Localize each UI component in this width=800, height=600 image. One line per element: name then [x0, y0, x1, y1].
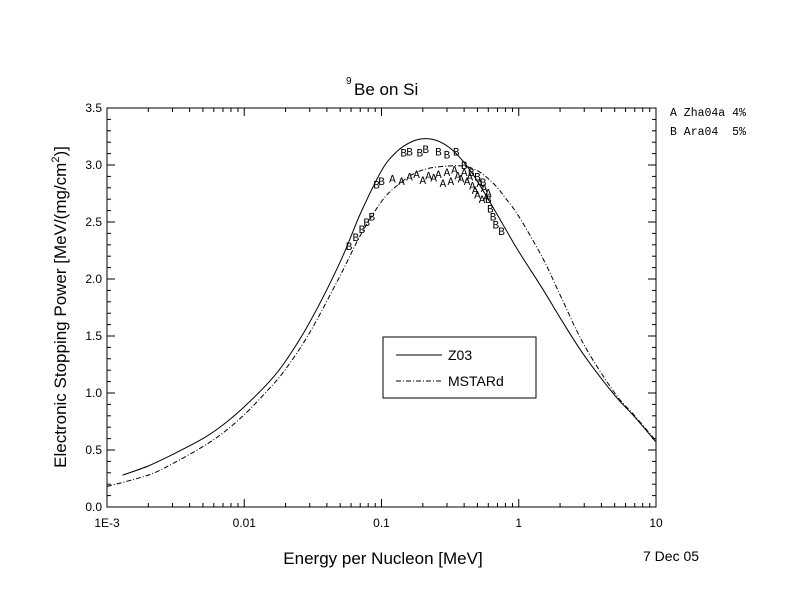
- marker-b: B: [400, 148, 407, 160]
- marker-a: A: [425, 171, 432, 183]
- marker-a: A: [483, 193, 490, 205]
- marker-a: A: [479, 195, 486, 207]
- marker-a: A: [435, 170, 442, 182]
- axis-ticks: [106, 107, 657, 508]
- marker-a: A: [444, 168, 451, 180]
- data-sources: A Zha04a 4% B Ara04 5%: [670, 104, 746, 142]
- y-tick-label: 0.5: [85, 443, 102, 457]
- marker-b: B: [435, 147, 442, 159]
- marker-b: B: [422, 145, 429, 157]
- x-tick-labels: 1E-3 0.01 0.1 1 10: [94, 516, 663, 530]
- legend-label-mstard: MSTARd: [448, 373, 504, 389]
- x-axis-label: Energy per Nucleon [MeV]: [283, 549, 482, 568]
- y-axis-label-main: Electronic Stopping Power [MeV/(mg/cm: [51, 163, 70, 468]
- marker-b: B: [453, 147, 460, 159]
- marker-b: B: [369, 212, 376, 224]
- marker-a: A: [472, 186, 479, 198]
- y-tick-label: 2.0: [85, 272, 102, 286]
- marker-b: B: [461, 161, 468, 173]
- marker-b: B: [485, 195, 492, 207]
- marker-b: B: [474, 172, 481, 184]
- marker-a: A: [398, 177, 405, 189]
- legend-box: [382, 336, 537, 399]
- marker-b: B: [498, 227, 505, 239]
- marker-b: B: [492, 220, 499, 232]
- marker-a: A: [451, 166, 458, 178]
- marker-b: B: [373, 180, 380, 192]
- marker-a: A: [461, 168, 468, 180]
- marker-a: A: [440, 179, 447, 191]
- y-axis-label: Electronic Stopping Power [MeV/(mg/cm2)]: [50, 146, 70, 468]
- marker-b: B: [353, 233, 360, 245]
- marker-a: A: [464, 177, 471, 189]
- chart-title-superscript: 9: [346, 76, 352, 87]
- marker-b: B: [487, 204, 494, 216]
- series-lines: [106, 138, 657, 487]
- marker-b: B: [363, 218, 370, 230]
- y-tick-label: 1.5: [85, 329, 102, 343]
- chart-title: Be on Si: [354, 80, 418, 99]
- marker-a: A: [467, 172, 474, 184]
- marker-a: A: [430, 174, 437, 186]
- marker-a: A: [476, 179, 483, 191]
- marker-a: A: [389, 175, 396, 187]
- marker-a: A: [413, 170, 420, 182]
- marker-b: B: [490, 212, 497, 224]
- y-tick-label: 3.5: [85, 101, 102, 115]
- legend-label-z03: Z03: [448, 347, 472, 363]
- plot-frame: [106, 107, 657, 508]
- y-tick-label: 2.5: [85, 215, 102, 229]
- series-line-z03: [122, 138, 657, 476]
- marker-b: B: [416, 148, 423, 160]
- marker-a: A: [458, 175, 465, 187]
- source-b: B Ara04 5%: [670, 126, 746, 139]
- y-axis-label-end: )]: [51, 146, 70, 156]
- marker-b: B: [480, 178, 487, 190]
- marker-a: A: [485, 188, 492, 200]
- marker-a: A: [406, 172, 413, 184]
- series-line-mstard: [106, 165, 657, 487]
- marker-b: B: [468, 168, 475, 180]
- date-label: 7 Dec 05: [643, 548, 700, 564]
- marker-a: A: [455, 171, 462, 183]
- x-tick-label: 10: [649, 516, 663, 530]
- y-tick-label: 0.0: [85, 500, 102, 514]
- y-tick-label: 3.0: [85, 158, 102, 172]
- x-tick-label: 0.1: [373, 516, 390, 530]
- x-tick-label: 0.01: [233, 516, 257, 530]
- x-tick-label: 1E-3: [94, 516, 120, 530]
- marker-b: B: [406, 147, 413, 159]
- marker-b: B: [359, 225, 366, 237]
- marker-b: B: [444, 151, 451, 163]
- marker-a: A: [448, 177, 455, 189]
- marker-b: B: [378, 177, 385, 189]
- marker-b: B: [346, 242, 353, 254]
- marker-a: A: [474, 191, 481, 203]
- source-a: A Zha04a 4%: [670, 107, 746, 120]
- y-tick-label: 1.0: [85, 386, 102, 400]
- marker-a: A: [481, 184, 488, 196]
- y-tick-labels: 0.0 0.5 1.0 1.5 2.0 2.5 3.0 3.5: [85, 101, 102, 514]
- x-tick-label: 1: [515, 516, 522, 530]
- y-axis-label-superscript: 2: [50, 157, 62, 163]
- legend: Z03 MSTARd: [382, 336, 537, 399]
- marker-a: A: [420, 176, 427, 188]
- marker-a: A: [469, 182, 476, 194]
